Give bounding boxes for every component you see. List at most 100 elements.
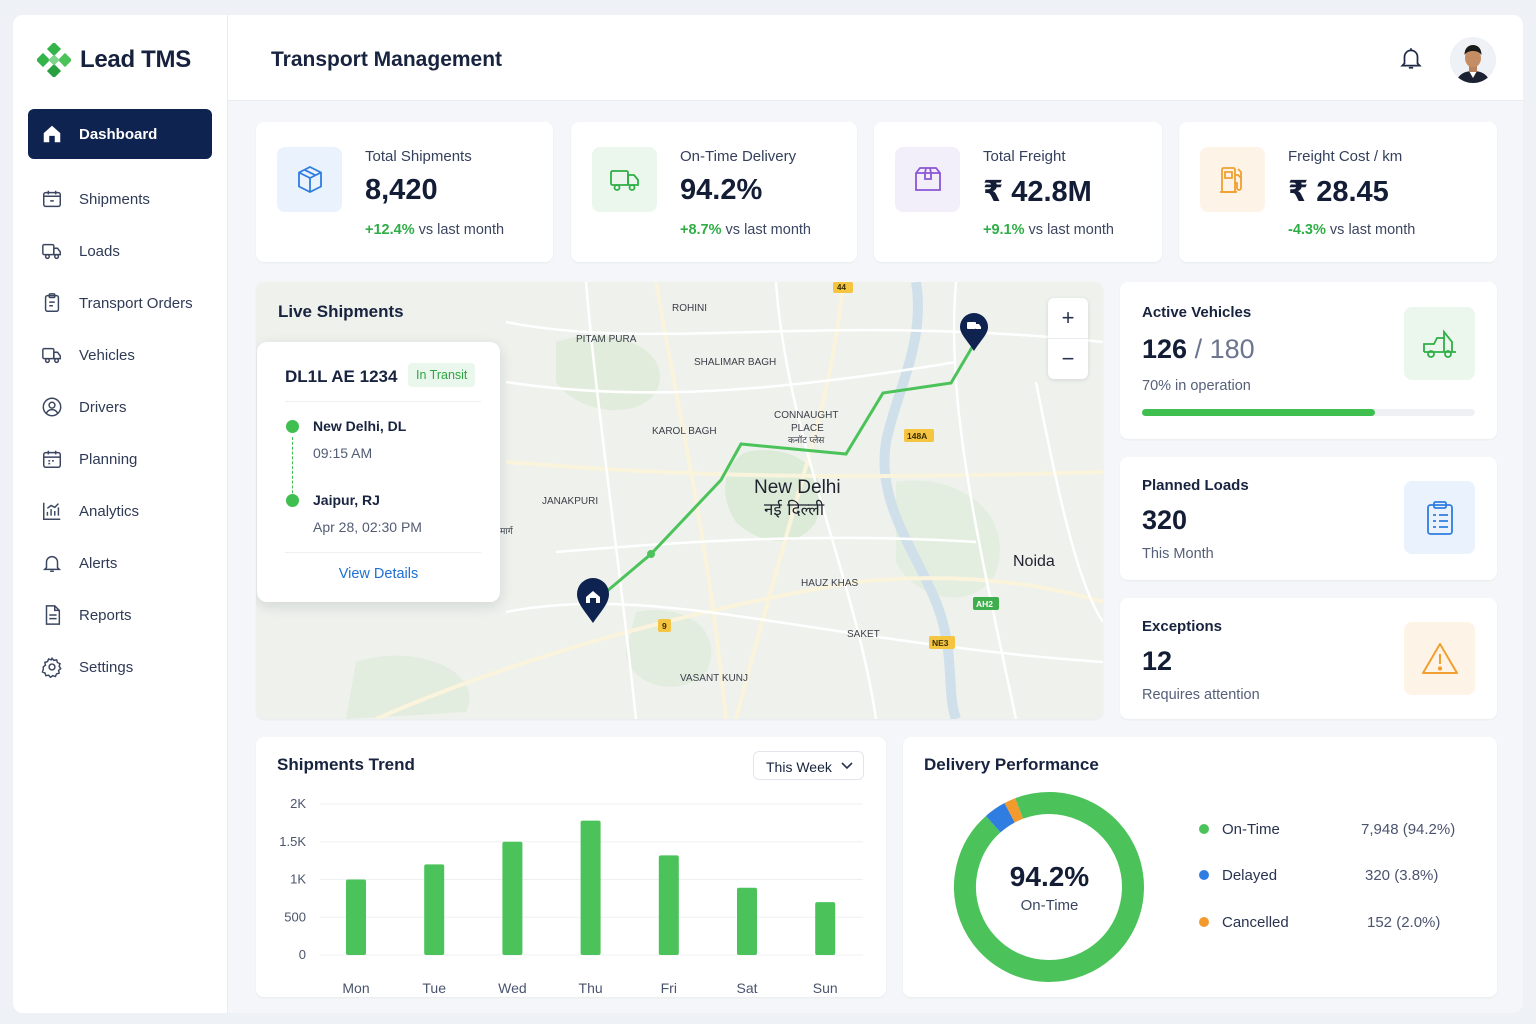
top-header: Transport Management — [228, 15, 1523, 101]
logo[interactable]: Lead TMS — [37, 43, 191, 77]
sidebar-item-shipments[interactable]: Shipments — [28, 174, 212, 224]
sidebar-item-loads[interactable]: Loads — [28, 226, 212, 276]
kpi-change: +12.4% vs last month — [365, 222, 504, 238]
donut-center: 94.2% On-Time — [955, 793, 1144, 982]
vehicle-pin-icon[interactable] — [960, 313, 988, 351]
map-label-cp-hindi: कनॉट प्लेस — [788, 434, 825, 445]
exceptions-card[interactable]: Exceptions 12 Requires attention — [1120, 598, 1497, 719]
card-value: 126 / 180 — [1142, 334, 1255, 365]
map-label-new-delhi-hindi: नई दिल्ली — [764, 499, 825, 520]
map-label-janakpuri: JANAKPURI — [542, 496, 598, 507]
destination-time: Apr 28, 02:30 PM — [313, 519, 422, 535]
legend-value: 152 (2.0%) — [1367, 914, 1441, 931]
kpi-change-value: +8.7% — [680, 222, 722, 238]
card-title: Active Vehicles — [1142, 304, 1252, 321]
sidebar-item-label: Transport Orders — [79, 294, 193, 312]
y-tick-label: 1.5K — [279, 834, 306, 849]
map-canvas[interactable]: ROHINI PITAM PURA SHALIMAR BAGH KAROL BA… — [256, 282, 1103, 719]
truck-icon — [40, 239, 64, 263]
legend-dot — [1199, 824, 1209, 834]
map-label-rohini: ROHINI — [672, 303, 707, 314]
sidebar-item-label: Dashboard — [79, 125, 158, 143]
map-label-connaught: CONNAUGHT — [774, 410, 838, 421]
sidebar-item-analytics[interactable]: Analytics — [28, 486, 212, 536]
gear-icon — [40, 655, 64, 679]
app-shell: Lead TMS Dashboard Shipments Loads Trans… — [13, 15, 1523, 1013]
bar-tue[interactable] — [424, 864, 445, 955]
shipments-trend-card: Shipments Trend This Week 0 500 1K 1.5K 2K Mo… — [256, 737, 886, 997]
destination-name: Jaipur, RJ — [313, 492, 380, 508]
bar-wed[interactable] — [502, 841, 523, 955]
clipboard-icon — [40, 291, 64, 315]
warning-icon — [1404, 622, 1475, 695]
kpi-card-on-time-delivery[interactable]: On-Time Delivery 94.2% +8.7% vs last mon… — [571, 122, 857, 262]
planned-loads-card[interactable]: Planned Loads 320 This Month — [1120, 457, 1497, 580]
user-avatar[interactable] — [1450, 37, 1496, 83]
notifications-bell-icon[interactable] — [1398, 45, 1424, 71]
parcel-icon — [895, 147, 960, 212]
bar-fri[interactable] — [658, 855, 679, 955]
fuel-icon — [1200, 147, 1265, 212]
period-select[interactable]: This Week — [753, 751, 864, 780]
divider — [285, 552, 481, 553]
app-name: Lead TMS — [80, 46, 191, 73]
bar-sat[interactable] — [737, 887, 757, 955]
card-subtitle: This Month — [1142, 546, 1214, 562]
shipment-popup[interactable]: DL1L AE 1234 In Transit New Delhi, DL 09… — [257, 342, 500, 602]
origin-pin-icon[interactable] — [577, 578, 609, 623]
kpi-change-suffix: vs last month — [414, 222, 505, 238]
live-shipments-map[interactable]: ROHINI PITAM PURA SHALIMAR BAGH KAROL BA… — [256, 282, 1103, 719]
x-tick-label: Sun — [813, 980, 838, 996]
sidebar-item-label: Analytics — [79, 502, 140, 520]
donut-center-label: On-Time — [1020, 897, 1079, 914]
sidebar: Lead TMS Dashboard Shipments Loads Trans… — [13, 15, 228, 1013]
performance-title: Delivery Performance — [924, 755, 1099, 774]
kpi-label: On-Time Delivery — [680, 148, 797, 165]
tow-truck-icon — [1404, 307, 1475, 380]
view-details-link[interactable]: View Details — [338, 566, 419, 582]
sidebar-item-label: Loads — [79, 242, 120, 260]
sidebar-item-transport-orders[interactable]: Transport Orders — [28, 278, 212, 328]
kpi-change-suffix: vs last month — [721, 222, 811, 238]
bar-mon[interactable] — [346, 879, 366, 956]
kpi-card-freight-cost-per-km[interactable]: Freight Cost / km ₹ 28.45 -4.3% vs last … — [1179, 122, 1497, 262]
card-subtitle: 70% in operation — [1142, 378, 1251, 394]
sidebar-item-drivers[interactable]: Drivers — [28, 382, 212, 432]
divider — [1048, 338, 1088, 339]
progress-fill — [1142, 409, 1376, 416]
sidebar-item-reports[interactable]: Reports — [28, 590, 212, 640]
map-label-saket: SAKET — [847, 629, 880, 640]
route-line — [292, 437, 293, 503]
active-vehicles-card[interactable]: Active Vehicles 126 / 180 70% in operati… — [1120, 282, 1497, 439]
kpi-card-total-shipments[interactable]: Total Shipments 8,420 +12.4% vs last mon… — [256, 122, 553, 262]
sidebar-item-dashboard[interactable]: Dashboard — [28, 109, 212, 159]
chevron-down-icon — [841, 762, 853, 770]
destination-stop: Jaipur, RJ Apr 28, 02:30 PM — [313, 492, 422, 535]
legend-value: 320 (3.8%) — [1365, 867, 1439, 884]
package-icon — [40, 187, 64, 211]
sidebar-item-label: Planning — [79, 450, 138, 468]
shipments-bar-chart: 0 500 1K 1.5K 2K Mon Tue Wed Thu Fri Sat Sun — [279, 796, 863, 996]
active-count: 126 — [1142, 334, 1188, 364]
road-shield-44: 44 — [837, 283, 846, 292]
sidebar-item-settings[interactable]: Settings — [28, 642, 212, 692]
period-select-value: This Week — [766, 759, 832, 775]
y-tick-label: 0 — [299, 947, 306, 962]
zoom-in-button[interactable]: + — [1061, 305, 1075, 330]
kpi-card-total-freight[interactable]: Total Freight ₹ 42.8M +9.1% vs last mont… — [874, 122, 1162, 262]
zoom-out-button[interactable]: − — [1061, 346, 1075, 371]
sidebar-item-alerts[interactable]: Alerts — [28, 538, 212, 588]
sidebar-item-label: Drivers — [79, 398, 127, 416]
vehicles-progress-bar — [1142, 409, 1475, 416]
kpi-change-value: +12.4% — [365, 222, 415, 238]
bar-thu[interactable] — [580, 820, 601, 955]
status-badge: In Transit — [408, 363, 476, 387]
x-tick-label: Thu — [579, 980, 603, 996]
sidebar-item-vehicles[interactable]: Vehicles — [28, 330, 212, 380]
legend-dot — [1199, 917, 1209, 927]
donut-segment-cancelled[interactable] — [941, 779, 1158, 996]
kpi-value: ₹ 28.45 — [1288, 176, 1389, 208]
sidebar-item-planning[interactable]: Planning — [28, 434, 212, 484]
bar-sun[interactable] — [815, 902, 836, 955]
document-icon — [40, 603, 64, 627]
